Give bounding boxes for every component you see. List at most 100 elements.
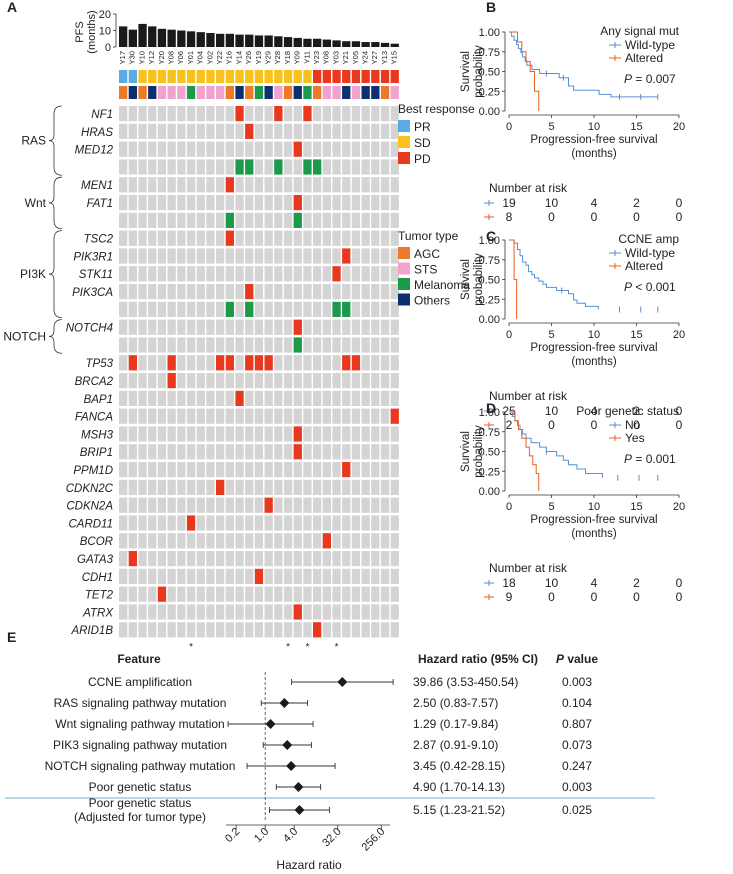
tumor-type-cell	[157, 86, 167, 99]
mutation-cell	[303, 426, 312, 442]
pfs-bar	[254, 35, 264, 47]
mutation-cell	[254, 123, 264, 139]
mutation-cell	[177, 551, 186, 567]
mutation-cell	[186, 355, 196, 371]
mutation-cell	[128, 177, 137, 193]
gene-label: GATA3	[77, 554, 114, 566]
gene-label: ARID1B	[70, 625, 113, 637]
mutation-cell	[274, 568, 283, 584]
mutation-cell	[313, 515, 322, 531]
mutation-cell	[283, 497, 293, 513]
mutation-cell	[303, 533, 312, 549]
mutation-cell	[361, 551, 370, 567]
mutation-cell	[293, 390, 302, 406]
mutation-cell	[177, 479, 186, 495]
pathway-summary-cell	[235, 301, 244, 317]
mutation-cell	[157, 266, 167, 282]
mutation-cell	[351, 586, 361, 602]
mutation-cell	[293, 123, 302, 139]
mutation-cell	[361, 622, 370, 638]
mutation-cell	[235, 426, 244, 442]
mutation-cell	[245, 622, 254, 638]
mutation-cell	[216, 622, 225, 638]
mutation-cell	[206, 515, 215, 531]
mutation-cell	[235, 248, 244, 264]
forest-p-value: 0.247	[562, 759, 592, 773]
mutation-cell	[264, 586, 273, 602]
mutation-cell	[225, 622, 234, 638]
pathway-summary-cell	[245, 337, 254, 353]
mutation-cell	[245, 230, 254, 246]
mutation-cell	[390, 390, 399, 406]
pathway-label-ras: RAS	[21, 134, 46, 148]
mutation-cell	[216, 284, 225, 300]
mutation-cell	[303, 319, 312, 335]
legend-label: SD	[414, 136, 431, 150]
pathway-summary-cell	[283, 159, 293, 175]
pathway-summary-cell	[390, 159, 399, 175]
mutation-cell	[283, 604, 293, 620]
patient-label: Y06	[176, 51, 185, 64]
mutation-cell	[167, 408, 176, 424]
mutation-cell	[148, 230, 157, 246]
panel-c: 0.000.250.500.751.000 5 10 15 20Progression-…	[460, 232, 685, 432]
mutation-cell	[342, 141, 351, 157]
mutation-cell	[245, 497, 254, 513]
pathway-summary-cell	[245, 159, 254, 175]
mutation-cell	[216, 533, 225, 549]
mutation-cell	[235, 551, 244, 567]
pathway-summary-cell	[148, 159, 157, 175]
patient-label: Y02	[205, 51, 214, 64]
mutation-cell	[157, 248, 167, 264]
pathway-summary-cell	[254, 301, 264, 317]
mutation-cell	[225, 515, 234, 531]
mutation-cell	[177, 622, 186, 638]
mutation-cell	[119, 355, 128, 371]
asterisk: *	[286, 642, 290, 653]
mutation-cell	[361, 497, 370, 513]
mutation-cell	[332, 177, 341, 193]
mutation-cell	[138, 462, 147, 478]
patient-label: Y03	[331, 51, 340, 64]
mutation-cell	[342, 551, 351, 567]
mutation-cell	[186, 248, 196, 264]
patient-label: Y08	[167, 51, 176, 64]
mutation-cell	[313, 355, 322, 371]
mutation-cell	[235, 373, 244, 389]
mutation-cell	[225, 266, 234, 282]
mutation-cell	[138, 426, 147, 442]
mutation-cell	[351, 426, 361, 442]
pathway-summary-cell	[380, 301, 390, 317]
mutation-cell	[371, 106, 380, 122]
tumor-type-cell	[128, 86, 137, 99]
mutation-cell	[264, 568, 273, 584]
mutation-cell	[322, 426, 331, 442]
mutation-cell	[351, 355, 361, 371]
mutation-cell	[342, 408, 351, 424]
km-p-value: P = 0.001	[624, 452, 676, 466]
mutation-cell	[186, 604, 196, 620]
mutation-cell	[293, 426, 302, 442]
mutation-cell	[342, 319, 351, 335]
mutation-cell	[245, 266, 254, 282]
mutation-cell	[361, 426, 370, 442]
mutation-cell	[361, 568, 370, 584]
pfs-bar	[390, 43, 399, 47]
mutation-cell	[235, 141, 244, 157]
mutation-cell	[274, 373, 283, 389]
pathway-label-pi3k: PI3K	[20, 267, 46, 281]
gene-label: TSC2	[84, 234, 114, 246]
mutation-cell	[264, 319, 273, 335]
forest-point	[337, 677, 348, 687]
mutation-cell	[196, 141, 205, 157]
pathway-summary-cell	[274, 337, 283, 353]
km-x-tick-label: 0	[506, 501, 512, 513]
pathway-summary-cell	[254, 212, 264, 228]
km-x-label: Progression-free survival	[530, 134, 657, 146]
mutation-cell	[148, 373, 157, 389]
mutation-cell	[216, 604, 225, 620]
mutation-cell	[313, 106, 322, 122]
mutation-cell	[351, 604, 361, 620]
mutation-cell	[254, 319, 264, 335]
mutation-cell	[235, 266, 244, 282]
